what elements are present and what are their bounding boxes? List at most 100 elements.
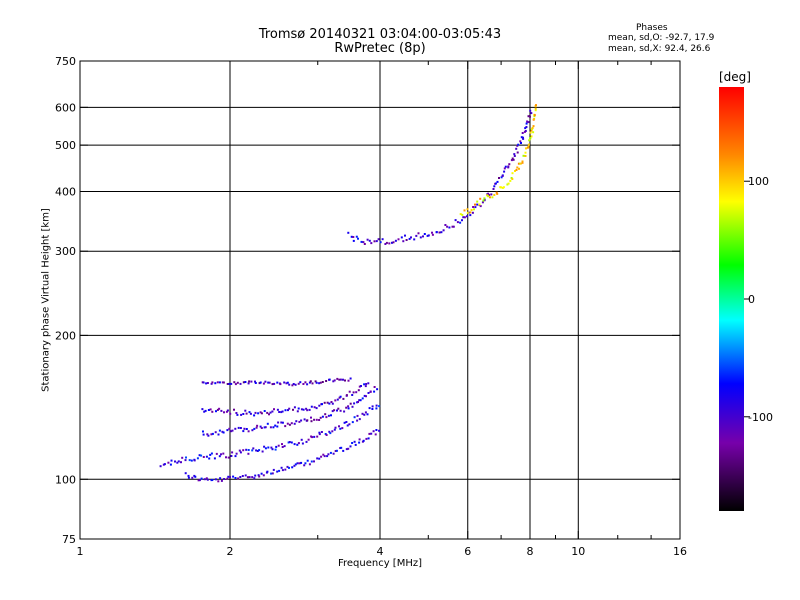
echo-point (345, 421, 348, 423)
echo-point (306, 419, 309, 422)
echo-point (517, 162, 520, 165)
echo-point (303, 418, 306, 421)
echo-point (273, 382, 276, 385)
echo-point (197, 479, 200, 482)
echo-point (318, 457, 321, 460)
echo-point (222, 381, 225, 384)
echo-point (302, 408, 305, 411)
echo-point (238, 449, 241, 452)
echo-point (237, 426, 240, 429)
echo-point (210, 452, 213, 455)
echo-point (214, 382, 217, 385)
echo-point (239, 476, 242, 478)
echo-point (328, 430, 331, 433)
echo-point (276, 408, 279, 411)
echo-point (503, 170, 506, 173)
echo-point (370, 242, 373, 245)
echo-point (363, 394, 366, 397)
echo-point (294, 463, 297, 466)
echo-point (321, 403, 323, 406)
echo-point (508, 163, 511, 166)
echo-point (487, 192, 490, 195)
echo-point (530, 129, 533, 132)
echo-point (459, 221, 462, 224)
echo-point (241, 475, 244, 477)
echo-point (534, 109, 537, 112)
echo-point (209, 453, 212, 456)
echo-point (260, 427, 263, 429)
echo-point (373, 386, 376, 388)
echo-point (266, 411, 269, 414)
echo-point (342, 378, 344, 381)
echo-point (291, 466, 294, 469)
echo-point (368, 407, 371, 410)
echo-point (404, 234, 406, 237)
echo-points (159, 104, 537, 483)
echo-point (519, 140, 522, 143)
echo-point (487, 195, 490, 198)
echo-point (253, 477, 256, 480)
echo-point (326, 455, 329, 458)
echo-point (358, 441, 361, 444)
echo-point (358, 438, 361, 441)
echo-point (353, 402, 356, 405)
y-tick-label: 600 (55, 101, 76, 114)
echo-point (288, 423, 291, 426)
echo-point (306, 459, 309, 462)
echo-point (320, 455, 323, 458)
echo-point (367, 382, 370, 385)
echo-point (256, 450, 259, 452)
echo-point (516, 151, 519, 154)
echo-point (297, 382, 300, 385)
echo-point (334, 426, 337, 429)
echo-point (296, 443, 299, 446)
echo-point (319, 416, 322, 419)
echo-point (355, 235, 358, 238)
echo-point (310, 420, 313, 423)
echo-point (318, 404, 321, 407)
echo-point (405, 239, 408, 241)
echo-point (415, 234, 418, 237)
echo-point (244, 474, 247, 477)
grid-lines (80, 61, 680, 539)
echo-point (305, 440, 308, 443)
echo-point (213, 457, 216, 460)
echo-point (509, 179, 512, 182)
echo-point (281, 410, 284, 413)
echo-point (351, 442, 354, 444)
echo-point (466, 211, 469, 214)
echo-point (187, 474, 190, 477)
echo-point (290, 441, 293, 444)
echo-point (470, 209, 473, 211)
echo-point (347, 231, 350, 234)
echo-point (388, 242, 391, 245)
echo-point (286, 422, 289, 425)
echo-point (251, 476, 254, 479)
echo-point (159, 465, 162, 468)
echo-point (247, 430, 250, 433)
echo-point (203, 478, 206, 481)
echo-point (285, 382, 288, 385)
colorbar (719, 87, 744, 511)
echo-point (385, 241, 388, 244)
echo-point (384, 243, 387, 245)
echo-point (245, 428, 248, 430)
echo-point (328, 402, 331, 405)
echo-point (287, 409, 289, 412)
echo-point (461, 213, 464, 216)
echo-point (336, 409, 338, 412)
echo-point (531, 127, 534, 129)
echo-point (435, 231, 438, 234)
echo-point (339, 427, 342, 430)
echo-point (339, 409, 342, 412)
echo-point (358, 399, 361, 402)
echo-point (462, 216, 465, 219)
echo-point (524, 127, 527, 130)
echo-point (514, 170, 516, 172)
echo-point (284, 409, 287, 412)
echo-point (360, 240, 363, 243)
echo-point (483, 197, 486, 200)
echo-point (351, 421, 354, 424)
echo-point (342, 397, 345, 400)
echo-point (207, 434, 210, 437)
